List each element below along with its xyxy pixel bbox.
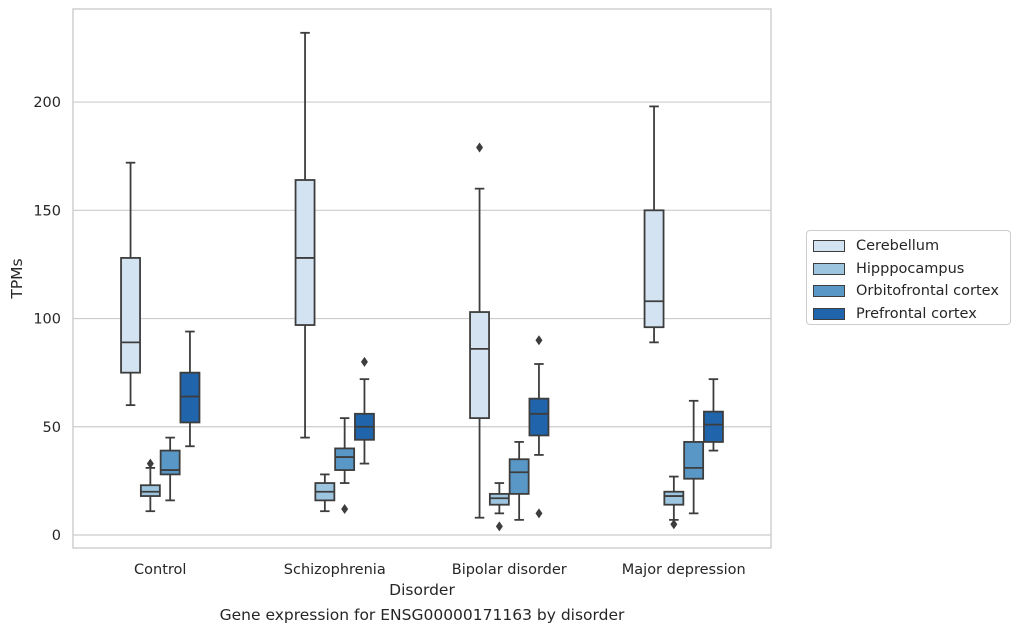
box — [139, 458, 161, 513]
box — [469, 142, 490, 519]
box — [663, 475, 685, 530]
outlier-point — [535, 335, 543, 346]
legend-swatch — [813, 307, 845, 320]
x-axis-label: Disorder — [389, 581, 455, 599]
box — [120, 161, 141, 407]
box — [643, 105, 665, 344]
legend-item: Hipppocampus — [813, 258, 1010, 281]
x-tick-label: Bipolar disorder — [452, 562, 567, 578]
box — [334, 417, 356, 515]
y-tick-labels: 0 50 100 150 200 — [33, 95, 61, 544]
outlier-point — [476, 142, 484, 153]
y-axis-label: TPMs — [8, 258, 26, 299]
box-iqr — [334, 447, 356, 471]
legend-item: Cerebellum — [813, 235, 1010, 258]
x-tick-label: Schizophrenia — [284, 562, 386, 578]
box — [528, 335, 550, 519]
box — [508, 441, 530, 521]
y-tick-label: 200 — [33, 95, 61, 111]
legend-label: Orbitofrontal cortex — [856, 283, 999, 300]
outlier-point — [341, 504, 349, 515]
box-iqr — [528, 397, 550, 437]
legend-swatch — [813, 262, 845, 275]
box-series — [120, 31, 724, 532]
box-iqr — [294, 179, 316, 326]
box — [179, 330, 201, 448]
y-tick-label: 150 — [33, 203, 61, 219]
plot-frame — [72, 8, 772, 549]
box — [294, 31, 316, 439]
box — [703, 378, 724, 452]
box — [683, 399, 705, 515]
legend-item: Orbitofrontal cortex — [813, 280, 1010, 303]
outlier-point — [146, 458, 154, 469]
legend-label: Hipppocampus — [856, 260, 965, 277]
box — [354, 356, 375, 465]
legend-item: Prefrontal cortex — [813, 303, 1010, 326]
y-tick-label: 0 — [52, 528, 61, 544]
box-iqr — [643, 209, 665, 329]
box-iqr — [179, 371, 201, 424]
box — [159, 436, 181, 502]
legend-label: Prefrontal cortex — [856, 305, 977, 322]
box-iqr — [469, 311, 490, 420]
legend-swatch — [813, 285, 845, 298]
box-iqr — [159, 449, 181, 476]
box-iqr — [703, 410, 724, 443]
box-iqr — [120, 257, 141, 374]
y-tick-label: 50 — [43, 420, 61, 436]
outlier-point — [360, 356, 368, 367]
x-tick-labels: Control Schizophrenia Bipolar disorder Majo… — [134, 562, 746, 578]
box-iqr — [488, 492, 510, 506]
box — [488, 482, 510, 532]
chart-caption: Gene expression for ENSG00000171163 by d… — [219, 606, 625, 624]
box-iqr — [663, 490, 685, 506]
legend-label: Cerebellum — [856, 238, 940, 255]
outlier-point — [535, 508, 543, 519]
box-iqr — [139, 484, 161, 497]
outlier-point — [670, 519, 678, 530]
box-iqr — [508, 458, 530, 495]
box — [314, 473, 336, 513]
box-iqr — [683, 441, 705, 480]
legend: Cerebellum Hipppocampus Orbitofrontal cort… — [806, 230, 1011, 325]
legend-swatch — [813, 240, 845, 253]
x-tick-label: Control — [134, 562, 186, 578]
outlier-point — [495, 521, 503, 532]
x-tick-label: Major depression — [622, 562, 746, 578]
y-tick-label: 100 — [33, 312, 61, 328]
